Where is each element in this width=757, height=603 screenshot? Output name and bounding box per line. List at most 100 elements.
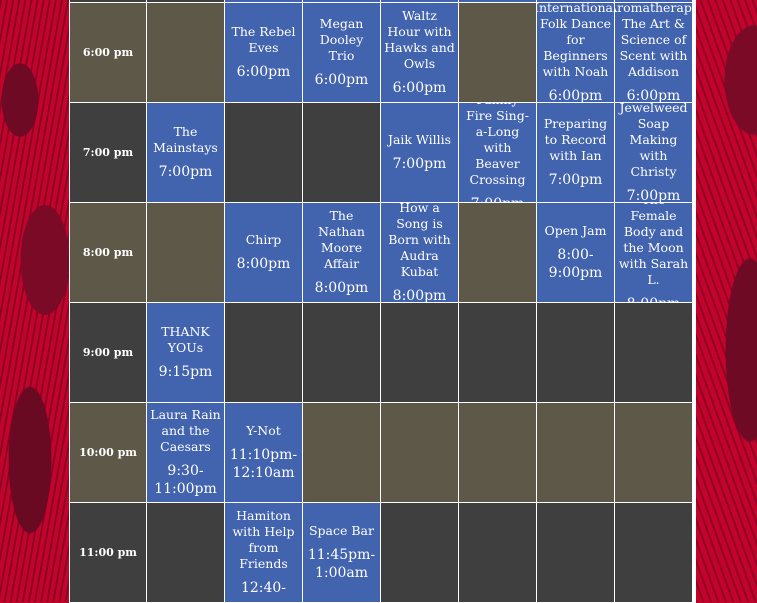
- event-cell[interactable]: Space Bar 11:45pm-1:00am: [303, 503, 380, 602]
- event-title: How a Song is Born with Audra Kubat: [388, 203, 451, 279]
- event-cell[interactable]: [303, 0, 380, 2]
- event-time: 8:00pm: [314, 280, 369, 296]
- empty-cell: [537, 303, 614, 402]
- event-cell[interactable]: Megan Dooley Trio 6:00pm: [303, 3, 380, 102]
- empty-cell: [459, 3, 536, 102]
- event-title: THANK YOUs: [161, 324, 210, 355]
- empty-cell: [537, 403, 614, 502]
- event-cell[interactable]: The Female Body and the Moon with Sarah …: [615, 203, 692, 302]
- empty-cell: [381, 403, 458, 502]
- event-cell[interactable]: [615, 0, 692, 2]
- empty-cell: [303, 403, 380, 502]
- event-cell[interactable]: Jaik Willis 7:00pm: [381, 103, 458, 202]
- event-cell[interactable]: Family Fire Sing-a-Long with Beaver Cros…: [459, 103, 536, 202]
- event-title: Aromatherapy The Art & Science of Scent …: [615, 3, 692, 79]
- event-title: The Rebel Eves: [231, 24, 296, 55]
- time-label: 11:00 pm: [79, 546, 137, 559]
- event-cell[interactable]: International Folk Dance for Beginners w…: [537, 3, 614, 102]
- empty-cell: [615, 303, 692, 402]
- event-title: The Female Body and the Moon with Sarah …: [618, 203, 689, 287]
- empty-cell: [147, 503, 224, 602]
- time-label: 7:00 pm: [82, 146, 134, 159]
- empty-cell: [537, 503, 614, 602]
- empty-cell: [381, 503, 458, 602]
- event-time: 6:00pm: [314, 72, 369, 88]
- event-cell[interactable]: Chirp 8:00pm: [225, 203, 302, 302]
- empty-cell: [147, 203, 224, 302]
- event-title: Chirp: [245, 232, 282, 247]
- event-title: Open Jam: [544, 223, 607, 238]
- event-cell[interactable]: Preparing to Record with Ian 7:00pm: [537, 103, 614, 202]
- event-time: 6:00pm: [548, 88, 603, 102]
- event-cell[interactable]: The Rebel Eves 6:00pm: [225, 3, 302, 102]
- empty-cell: [381, 303, 458, 402]
- event-cell[interactable]: Aromatherapy The Art & Science of Scent …: [615, 3, 692, 102]
- event-cell[interactable]: How a Song is Born with Audra Kubat 8:00p…: [381, 203, 458, 302]
- background-engraving-right: [695, 0, 757, 602]
- event-time: 9:30-11:00pm: [154, 463, 217, 497]
- event-title: International Folk Dance for Beginners w…: [537, 3, 614, 79]
- time-slot-cell: 10:00 pm: [70, 403, 146, 502]
- event-cell[interactable]: The Nathan Moore Affair 8:00pm: [303, 203, 380, 302]
- event-time: 12:40-: [240, 580, 287, 596]
- event-cell[interactable]: Laura Rain and the Caesars 9:30-11:00pm: [147, 403, 224, 502]
- event-time: 9:15pm: [158, 364, 213, 380]
- event-title: Family Fire Sing-a-Long with Beaver Cros…: [466, 103, 529, 187]
- event-time: 6:00pm: [392, 80, 447, 96]
- event-title: The Nathan Moore Affair: [318, 208, 365, 271]
- event-title: Jewelweed Soap Making with Christy: [619, 103, 688, 179]
- event-time: 8:00pm: [627, 295, 681, 302]
- event-title: Space Bar: [308, 523, 374, 538]
- time-label: 9:00 pm: [82, 346, 134, 359]
- event-title: Hamiton with Help from Friends: [232, 508, 295, 571]
- time-slot-cell: 11:00 pm: [70, 503, 146, 602]
- event-title: Y-Not: [246, 423, 281, 438]
- empty-cell: [225, 303, 302, 402]
- event-time: 7:00pm: [158, 164, 213, 180]
- time-slot-cell: 8:00 pm: [70, 203, 146, 302]
- event-cell[interactable]: Waltz Hour with Hawks and Owls 6:00pm: [381, 3, 458, 102]
- event-time: 11:45pm-1:00am: [307, 547, 376, 581]
- event-time: 8:00pm: [236, 256, 291, 272]
- event-title: The Mainstays: [153, 124, 218, 155]
- schedule-grid: 6:00 pm The Rebel Eves 6:00pm Megan Dooley …: [69, 0, 696, 603]
- empty-cell: [459, 503, 536, 602]
- event-cell[interactable]: [537, 0, 614, 2]
- time-slot-cell: 7:00 pm: [70, 103, 146, 202]
- event-title: Jaik Willis: [387, 132, 452, 147]
- event-title: Megan Dooley Trio: [319, 16, 364, 63]
- event-cell[interactable]: THANK YOUs 9:15pm: [147, 303, 224, 402]
- event-time: 7:00pm: [471, 195, 525, 202]
- empty-cell: [459, 303, 536, 402]
- event-cell[interactable]: [225, 0, 302, 2]
- empty-cell: [147, 0, 224, 2]
- background-engraving-left: [0, 0, 69, 602]
- event-time: 8:00-9:00pm: [548, 247, 603, 281]
- event-cell[interactable]: The Mainstays 7:00pm: [147, 103, 224, 202]
- empty-cell: [303, 303, 380, 402]
- empty-cell: [147, 3, 224, 102]
- empty-cell: [459, 203, 536, 302]
- event-time: 8:00pm: [392, 288, 447, 302]
- event-time: 6:00pm: [626, 88, 681, 102]
- event-cell[interactable]: Open Jam 8:00-9:00pm: [537, 203, 614, 302]
- event-cell[interactable]: Y-Not 11:10pm-12:10am: [225, 403, 302, 502]
- event-time: 7:00pm: [626, 188, 681, 202]
- empty-cell: [615, 403, 692, 502]
- event-time: 6:00pm: [236, 64, 291, 80]
- event-cell[interactable]: Hamiton with Help from Friends 12:40-: [225, 503, 302, 602]
- event-title: Preparing to Record with Ian: [543, 116, 608, 163]
- time-slot-cell: 6:00 pm: [70, 3, 146, 102]
- event-time: 7:00pm: [548, 172, 603, 188]
- event-cell[interactable]: [459, 0, 536, 2]
- time-slot-cell: [70, 0, 146, 2]
- time-label: 6:00 pm: [82, 46, 134, 59]
- event-cell[interactable]: [381, 0, 458, 2]
- time-label: 8:00 pm: [82, 246, 134, 259]
- event-cell[interactable]: Jewelweed Soap Making with Christy 7:00pm: [615, 103, 692, 202]
- event-title: Waltz Hour with Hawks and Owls: [384, 8, 455, 71]
- event-title: Laura Rain and the Caesars: [150, 407, 221, 454]
- time-slot-cell: 9:00 pm: [70, 303, 146, 402]
- empty-cell: [615, 503, 692, 602]
- event-time: 7:00pm: [392, 156, 447, 172]
